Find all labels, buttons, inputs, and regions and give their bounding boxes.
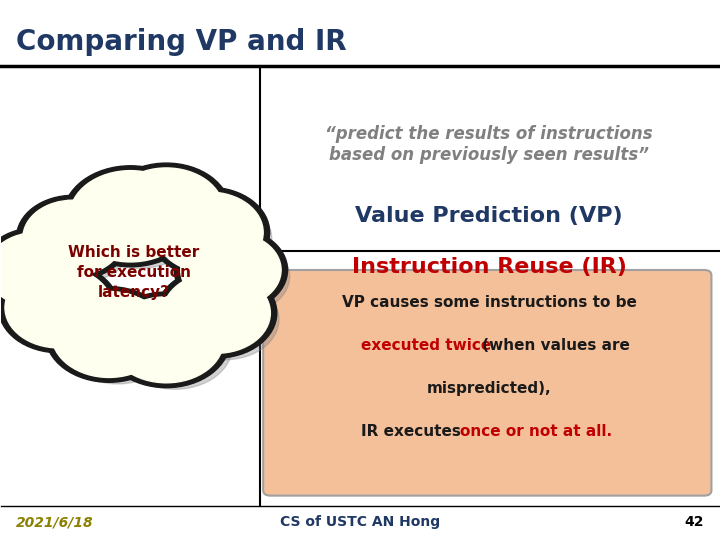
Text: (when values are: (when values are [477, 338, 629, 353]
Text: Instruction Reuse (IR): Instruction Reuse (IR) [351, 258, 626, 278]
Circle shape [163, 273, 270, 353]
Circle shape [23, 200, 123, 275]
Text: Which is better
for execution
latency?: Which is better for execution latency? [68, 245, 199, 300]
Text: once or not at all.: once or not at all. [460, 424, 612, 438]
Circle shape [164, 199, 271, 279]
Circle shape [0, 232, 87, 308]
Circle shape [14, 274, 121, 354]
Circle shape [102, 292, 230, 388]
Circle shape [117, 303, 233, 389]
Circle shape [102, 163, 230, 259]
Circle shape [78, 177, 200, 268]
Circle shape [181, 232, 281, 308]
Circle shape [0, 239, 96, 314]
Text: 2021/6/18: 2021/6/18 [16, 516, 94, 530]
Text: CS of USTC AN Hong: CS of USTC AN Hong [280, 516, 440, 530]
FancyBboxPatch shape [264, 270, 711, 496]
Circle shape [156, 192, 264, 273]
Text: executed twice: executed twice [361, 338, 492, 353]
Circle shape [109, 168, 224, 254]
Circle shape [60, 298, 175, 384]
Text: “predict the results of instructions
based on previously seen results”: “predict the results of instructions bas… [325, 125, 653, 164]
Text: IR executes: IR executes [361, 424, 467, 438]
Circle shape [5, 267, 112, 348]
Text: Value Prediction (VP): Value Prediction (VP) [355, 206, 623, 226]
Circle shape [63, 166, 198, 267]
Circle shape [0, 262, 119, 353]
Circle shape [171, 279, 279, 360]
Circle shape [17, 195, 130, 280]
Circle shape [174, 227, 287, 313]
Text: Comparing VP and IR: Comparing VP and IR [16, 28, 346, 56]
Circle shape [52, 292, 166, 377]
Circle shape [189, 239, 289, 314]
Text: 42: 42 [685, 516, 704, 530]
Circle shape [117, 174, 233, 260]
Circle shape [32, 207, 132, 282]
Text: VP causes some instructions to be: VP causes some instructions to be [342, 295, 636, 310]
Text: mispredicted),: mispredicted), [427, 381, 552, 396]
Circle shape [0, 227, 94, 313]
Circle shape [156, 268, 276, 358]
Circle shape [149, 187, 269, 278]
Circle shape [70, 171, 192, 262]
Circle shape [45, 287, 173, 382]
Circle shape [109, 297, 224, 383]
